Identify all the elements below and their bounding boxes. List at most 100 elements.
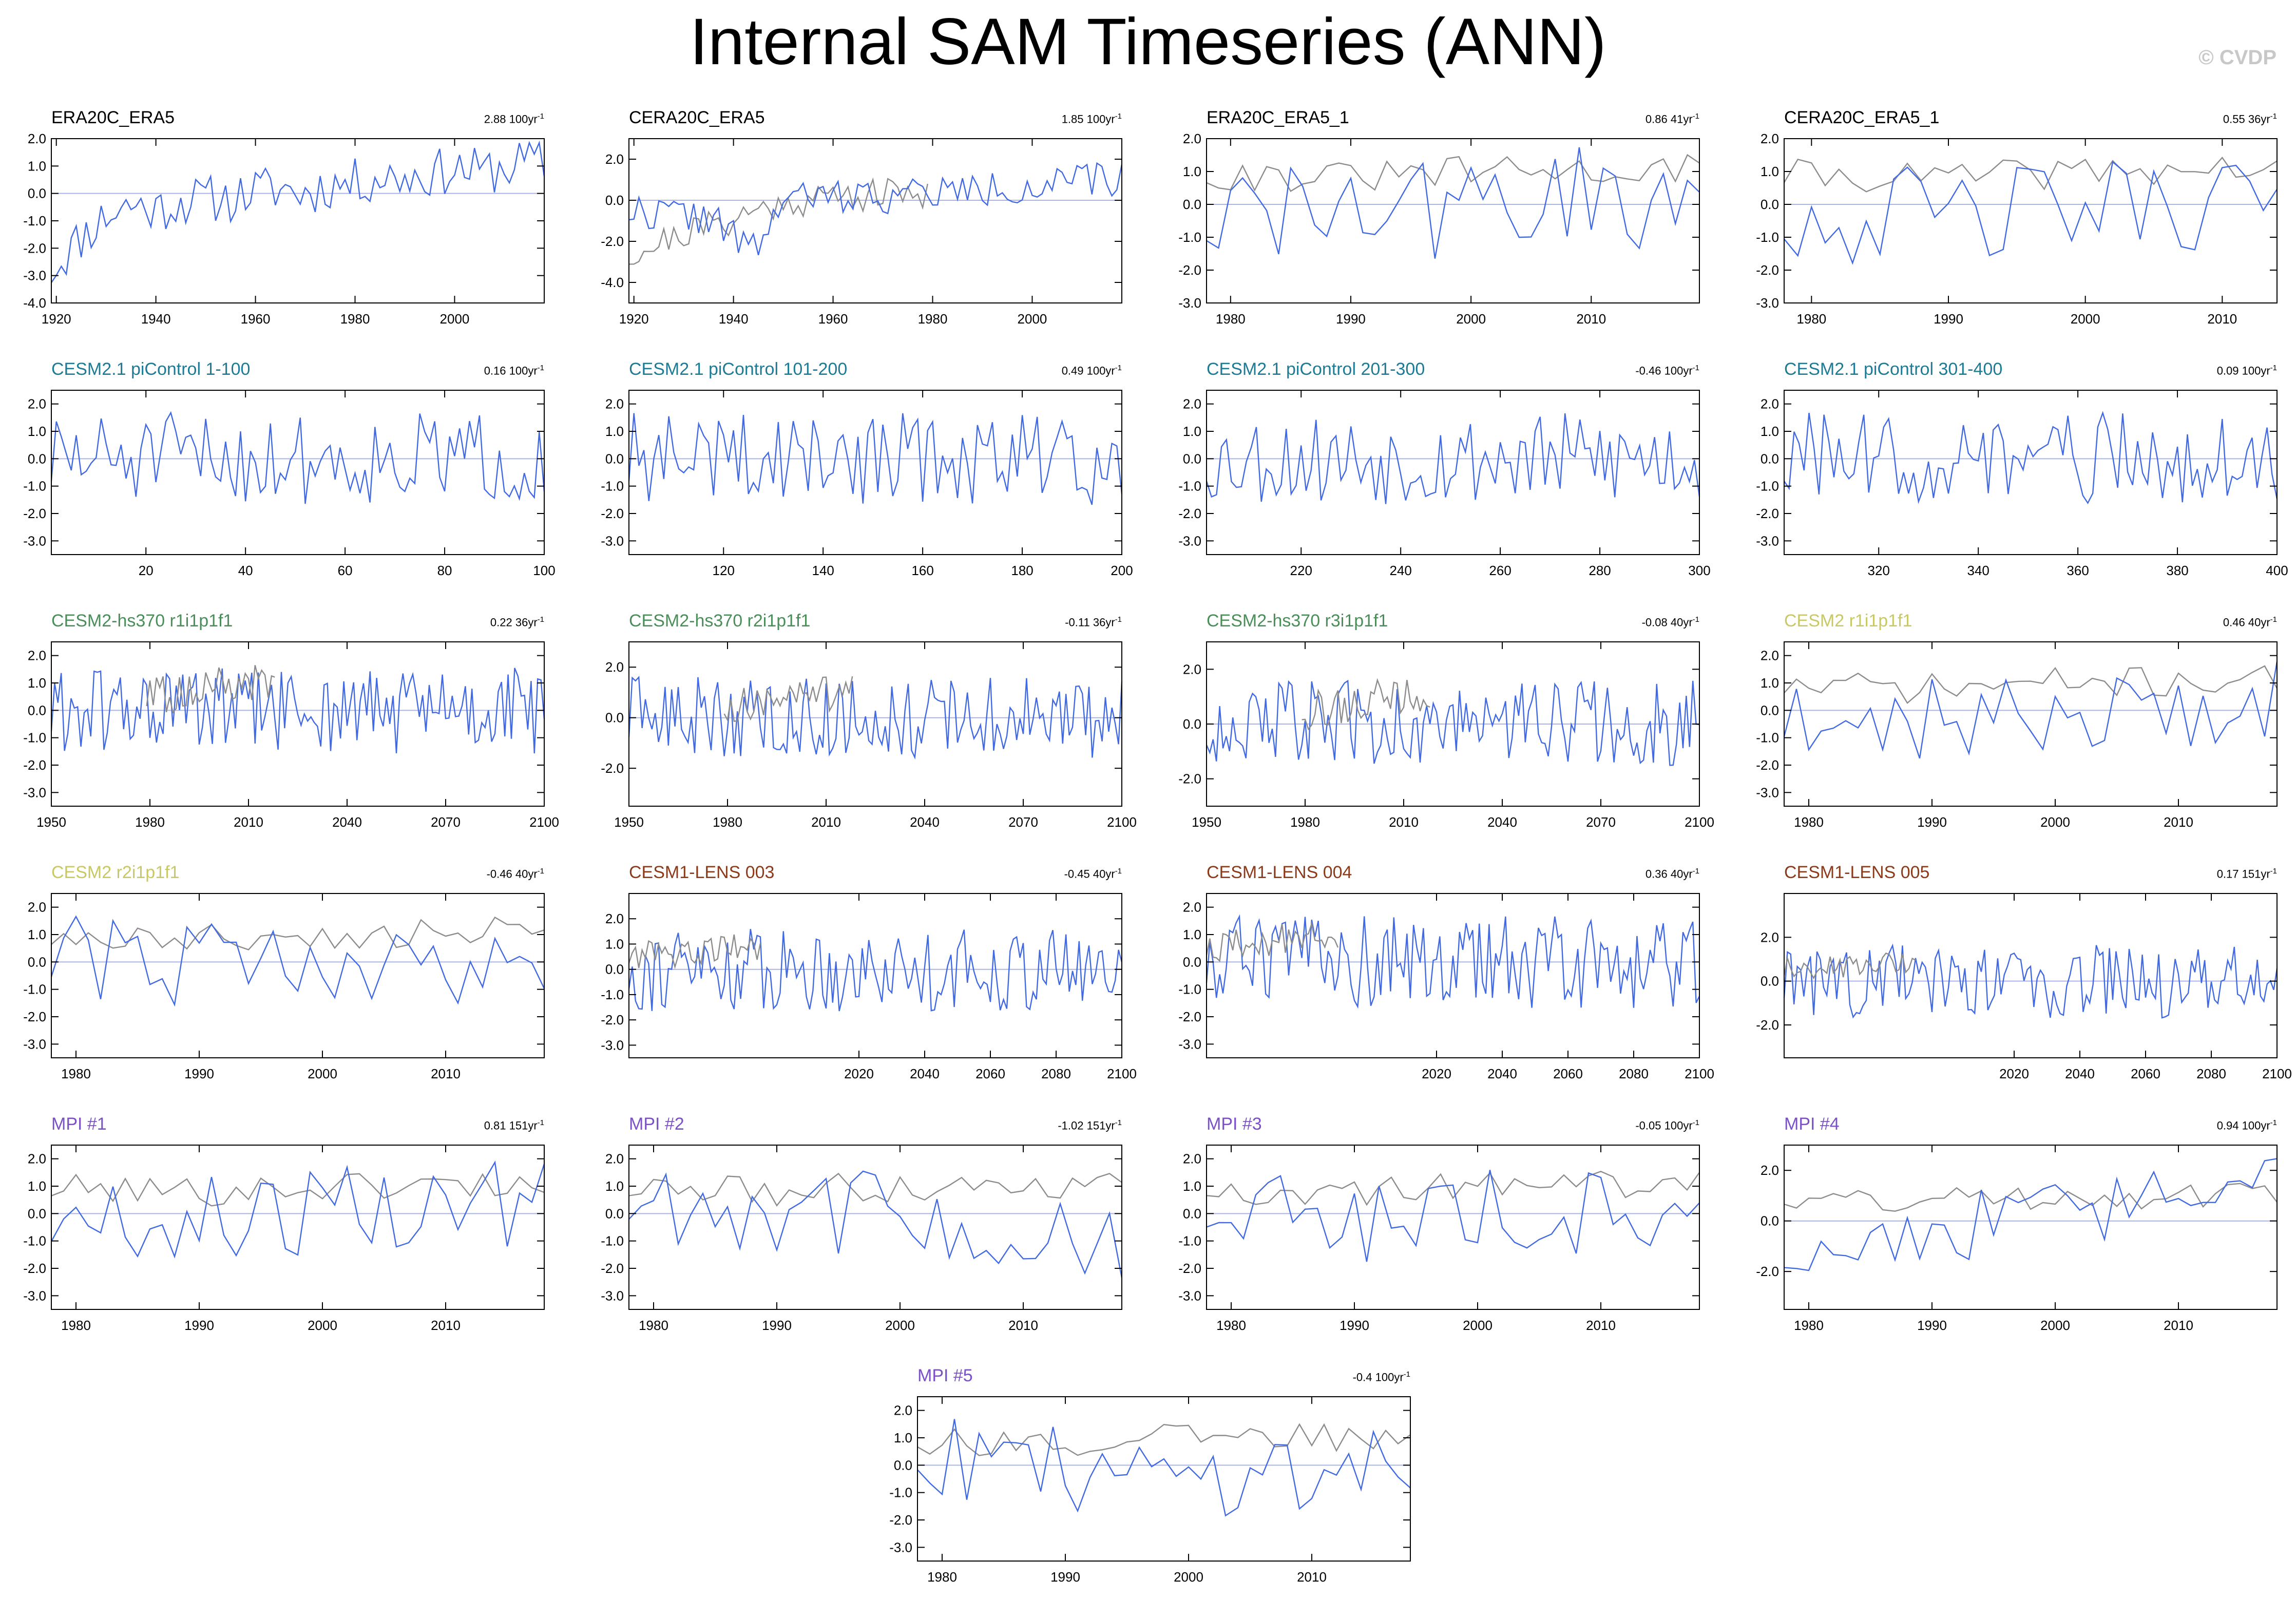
chart-panel: CESM2-hs370 r3i1p1f1 -0.08 40yr-1 -2.0 0.0 2… (1178, 611, 1714, 837)
y-tick-label: -2.0 (23, 506, 46, 521)
panel-trend: -0.05 100yr-1 (1635, 1118, 1699, 1132)
x-tick-label: 1980 (61, 1066, 91, 1081)
chart-panel: CESM1-LENS 003 -0.45 40yr-1 -3.0 -2.0 -1.0 0.… (601, 863, 1137, 1089)
y-tick-label: -2.0 (23, 1261, 46, 1276)
model-series-line (628, 676, 1123, 760)
y-tick-label: -3.0 (601, 1288, 624, 1303)
page-title: Internal SAM Timeseries (ANN) (690, 5, 1606, 79)
y-tick-label: 2.0 (28, 648, 46, 663)
obs-series-line (51, 916, 545, 950)
y-tick-label: -1.0 (23, 1233, 46, 1249)
trend-exponent: -1 (537, 1118, 544, 1127)
x-tick-label: 1940 (719, 311, 749, 327)
y-tick-label: 2.0 (894, 1403, 912, 1418)
obs-series-line (628, 1172, 1122, 1207)
obs-series-line (723, 676, 853, 722)
x-tick-label: 1990 (184, 1066, 214, 1081)
x-tick-label: 2060 (1553, 1066, 1583, 1081)
y-tick-label: -1.0 (23, 982, 46, 997)
plot-frame (1784, 138, 2278, 303)
x-tick-label: 1980 (639, 1318, 668, 1333)
line-chart: -2.0 0.0 2.0 1980 1990 2000 2010 (1756, 1145, 2278, 1333)
y-tick-label: 0.0 (605, 962, 624, 977)
x-tick-label: 2000 (1018, 311, 1047, 327)
y-tick-label: 0.0 (28, 451, 46, 466)
x-tick-label: 300 (1688, 563, 1710, 578)
trend-exponent: -1 (1692, 112, 1699, 121)
chart-panel: MPI #2 -1.02 151yr-1 -3.0 -2.0 -1.0 0.0 1.0 2.0… (601, 1114, 1123, 1340)
y-tick-label: 1.0 (1761, 675, 1779, 691)
model-series-line (628, 929, 1123, 1012)
panel-title: CESM2-hs370 r3i1p1f1 (1207, 611, 1388, 631)
y-tick-label: -2.0 (601, 1261, 624, 1276)
chart-panel: CESM2.1 piControl 301-400 0.09 100yr-1 -3.… (1756, 359, 2288, 585)
x-tick-label: 1980 (918, 311, 948, 327)
y-tick-label: 2.0 (28, 1151, 46, 1167)
x-tick-label: 1980 (1794, 814, 1824, 830)
y-tick-label: 0.0 (1761, 451, 1779, 466)
chart-panel: CESM1-LENS 004 0.36 40yr-1 -3.0 -2.0 -1.0 0.0… (1178, 863, 1714, 1089)
y-tick-label: 0.0 (894, 1457, 912, 1473)
panel-title: CERA20C_ERA5_1 (1784, 108, 1940, 127)
x-tick-label: 2000 (2071, 311, 2100, 327)
plot-frame (1206, 138, 1700, 303)
y-tick-label: 0.0 (1761, 197, 1779, 212)
panel-title: MPI #2 (629, 1114, 684, 1134)
trend-exponent: -1 (537, 364, 544, 372)
y-tick-label: -2.0 (601, 506, 624, 521)
x-tick-label: 2010 (431, 1066, 461, 1081)
y-tick-label: -2.0 (1178, 1261, 1201, 1276)
x-tick-label: 1920 (619, 311, 649, 327)
x-tick-label: 220 (1290, 563, 1312, 578)
y-tick-label: 1.0 (605, 424, 624, 439)
y-tick-label: 0.0 (605, 451, 624, 466)
panel-trend: 0.17 151yr-1 (2216, 867, 2277, 881)
model-series-line (1783, 661, 2278, 759)
x-tick-label: 1990 (762, 1318, 792, 1333)
x-tick-label: 2010 (431, 1318, 461, 1333)
x-tick-label: 2010 (1576, 311, 1606, 327)
chart-panel: CESM2-hs370 r1i1p1f1 0.22 36yr-1 -3.0 -2.0-… (23, 611, 559, 837)
x-tick-label: 1990 (1050, 1569, 1080, 1585)
trend-exponent: -1 (537, 867, 544, 876)
x-tick-label: 2040 (1487, 814, 1517, 830)
y-tick-label: 1.0 (28, 1178, 46, 1194)
obs-series-line (1302, 678, 1430, 731)
y-tick-label: 2.0 (28, 396, 46, 412)
line-chart: -3.0 -2.0 -1.0 0.0 1.0 2.0 1950 1980 2010 2040 207… (23, 641, 559, 830)
chart-panel: CESM2.1 piControl 201-300 -0.46 100yr-1 -3… (1178, 359, 1711, 585)
y-tick-label: -1.0 (1756, 479, 1779, 494)
obs-series-line (51, 1173, 545, 1207)
y-tick-label: -1.0 (601, 479, 624, 494)
panel-trend: 0.86 41yr-1 (1645, 112, 1699, 126)
x-tick-label: 2100 (1685, 1066, 1714, 1081)
x-tick-label: 240 (1389, 563, 1411, 578)
x-tick-label: 1990 (184, 1318, 214, 1333)
panel-trend: 0.55 36yr-1 (2223, 112, 2277, 126)
y-tick-label: -3.0 (23, 1036, 46, 1052)
model-series-line (1784, 1158, 2278, 1271)
x-tick-label: 1980 (1794, 1318, 1824, 1333)
obs-series-line (1784, 665, 2278, 704)
y-tick-label: -3.0 (23, 533, 46, 548)
x-tick-label: 1950 (36, 814, 66, 830)
panel-title: CESM1-LENS 004 (1207, 863, 1352, 882)
x-tick-label: 2020 (1999, 1066, 2029, 1081)
panel-trend: 0.36 40yr-1 (1645, 867, 1699, 881)
y-tick-label: 0.0 (1183, 451, 1201, 466)
trend-exponent: -1 (2270, 112, 2277, 121)
panel-trend: -0.11 36yr-1 (1065, 615, 1122, 629)
panel-trend: -0.46 40yr-1 (486, 867, 544, 881)
x-tick-label: 1960 (818, 311, 848, 327)
y-tick-label: -2.0 (601, 234, 624, 249)
x-tick-label: 2070 (1008, 814, 1038, 830)
y-tick-label: 2.0 (1761, 1163, 1779, 1178)
y-tick-label: 2.0 (605, 1151, 624, 1167)
y-tick-label: -3.0 (889, 1539, 912, 1555)
x-tick-label: 60 (338, 563, 353, 578)
y-tick-label: -1.0 (1178, 982, 1201, 997)
x-tick-label: 2000 (2040, 814, 2070, 830)
y-tick-label: 0.0 (1183, 716, 1201, 732)
x-tick-label: 2060 (975, 1066, 1005, 1081)
y-tick-label: 1.0 (28, 675, 46, 691)
